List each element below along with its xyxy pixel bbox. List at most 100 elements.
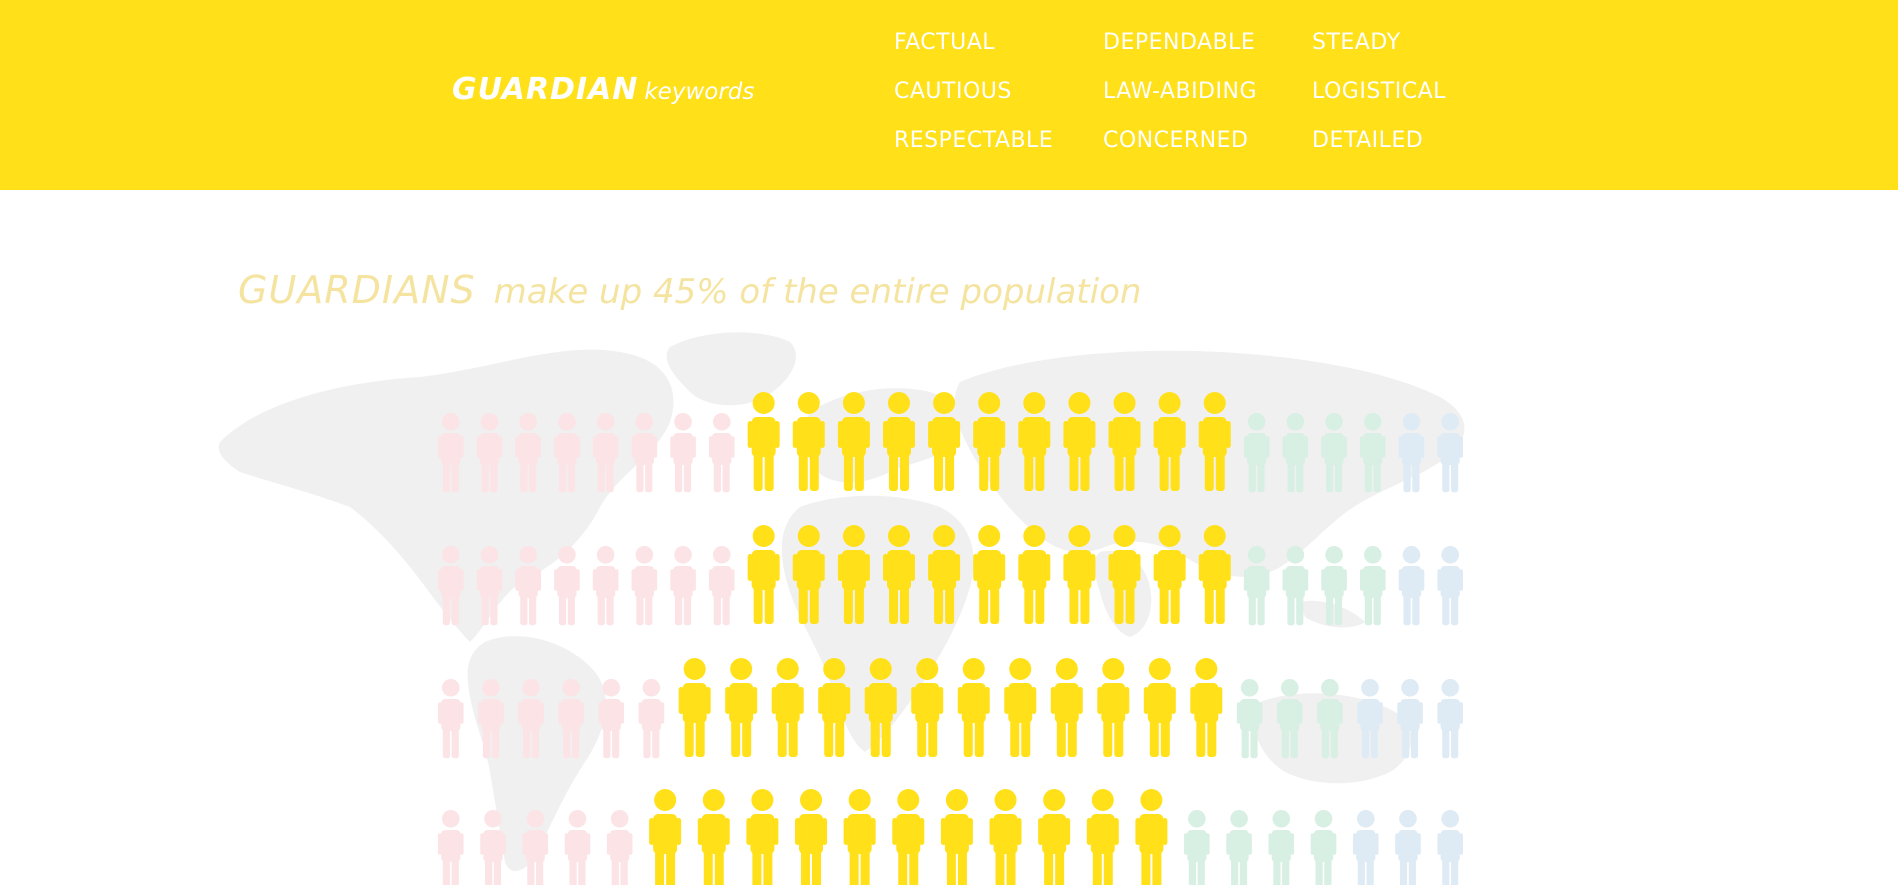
person-icon	[554, 413, 580, 493]
person-icon	[670, 546, 696, 626]
person-icon	[864, 658, 897, 757]
person-icon	[1276, 679, 1303, 759]
person-icon	[438, 546, 464, 626]
person-icon	[438, 679, 464, 759]
person-icon	[1097, 658, 1130, 757]
keyword: DEPENDABLE	[1103, 30, 1256, 55]
person-icon	[1359, 546, 1386, 626]
person-icon	[882, 392, 915, 491]
person-icon	[892, 789, 925, 885]
person-icon	[792, 392, 825, 491]
person-icon	[476, 546, 503, 626]
person-icon	[725, 658, 758, 757]
person-icon	[1226, 810, 1252, 885]
person-icon	[1063, 392, 1096, 491]
keyword: FACTUAL	[894, 30, 996, 55]
person-icon	[747, 392, 780, 491]
person-icon	[1317, 679, 1343, 759]
person-icon	[478, 679, 504, 759]
keyword: DETAILED	[1312, 128, 1424, 153]
keyword: CONCERNED	[1103, 128, 1249, 153]
person-icon	[818, 658, 851, 757]
person-icon	[1038, 789, 1071, 885]
person-icon	[1437, 679, 1463, 759]
headline-rest: make up 45% of the entire population	[493, 272, 1142, 312]
keyword: LOGISTICAL	[1312, 79, 1446, 104]
person-icon	[1135, 789, 1168, 885]
person-icon	[1437, 413, 1463, 493]
person-icon	[928, 392, 961, 491]
person-icon	[697, 789, 730, 885]
person-icon	[592, 413, 619, 493]
banner-title-strong: GUARDIAN	[452, 72, 639, 107]
person-icon	[1357, 679, 1383, 759]
person-icon	[480, 810, 506, 885]
person-icon	[678, 658, 711, 757]
person-icon	[1063, 525, 1096, 624]
person-icon	[1018, 392, 1051, 491]
person-icon	[989, 789, 1022, 885]
person-icon	[670, 413, 696, 493]
banner-title: GUARDIAN keywords	[452, 72, 754, 107]
person-icon	[957, 658, 990, 757]
person-icon	[438, 810, 464, 885]
person-icon	[928, 525, 961, 624]
person-icon	[746, 789, 779, 885]
keywords-banner: GUARDIAN keywords FACTUAL DEPENDABLE STEA…	[0, 0, 1898, 190]
person-icon	[1268, 810, 1295, 885]
person-icon	[1321, 413, 1347, 493]
person-icon	[1198, 525, 1231, 624]
person-icon	[837, 525, 870, 624]
person-icon	[631, 413, 658, 493]
person-icon	[558, 679, 584, 759]
person-icon	[771, 658, 804, 757]
person-icon	[708, 413, 735, 493]
headline-strong: GUARDIANS	[238, 268, 476, 312]
person-icon	[973, 525, 1006, 624]
person-icon	[1282, 413, 1309, 493]
person-icon	[882, 525, 915, 624]
person-icon	[1153, 392, 1186, 491]
population-headline: GUARDIANS make up 45% of the entire popul…	[238, 268, 1141, 312]
person-icon	[1359, 413, 1386, 493]
person-icon	[1018, 525, 1051, 624]
person-icon	[1243, 413, 1270, 493]
person-icon	[515, 413, 542, 493]
keyword: STEADY	[1312, 30, 1401, 55]
person-icon	[1398, 413, 1425, 493]
person-icon	[1004, 658, 1037, 757]
person-icon	[1236, 679, 1263, 759]
person-icon	[747, 525, 780, 624]
person-icon	[1184, 810, 1210, 885]
person-icon	[1282, 546, 1309, 626]
person-icon	[476, 413, 503, 493]
person-icon	[1143, 658, 1176, 757]
keyword: RESPECTABLE	[894, 128, 1054, 153]
person-icon	[1437, 546, 1463, 626]
person-icon	[1321, 546, 1347, 626]
banner-title-light: keywords	[644, 79, 755, 105]
person-icon	[1190, 658, 1223, 757]
person-icon	[911, 658, 944, 757]
person-icon	[795, 789, 828, 885]
person-icon	[940, 789, 973, 885]
person-icon	[606, 810, 633, 885]
person-icon	[1395, 810, 1421, 885]
person-icon	[515, 546, 542, 626]
person-icon	[1050, 658, 1083, 757]
person-icon	[1198, 392, 1231, 491]
person-icon	[438, 413, 464, 493]
person-icon	[1108, 392, 1141, 491]
person-icon	[1397, 679, 1423, 759]
person-icon	[973, 392, 1006, 491]
person-icon	[518, 679, 544, 759]
person-icon	[592, 546, 619, 626]
person-icon	[1310, 810, 1337, 885]
person-icon	[708, 546, 735, 626]
person-icon	[564, 810, 591, 885]
person-icon	[631, 546, 658, 626]
keywords-grid: FACTUAL DEPENDABLE STEADY CAUTIOUS LAW-A…	[894, 26, 1472, 173]
person-icon	[843, 789, 876, 885]
keyword: LAW-ABIDING	[1103, 79, 1257, 104]
